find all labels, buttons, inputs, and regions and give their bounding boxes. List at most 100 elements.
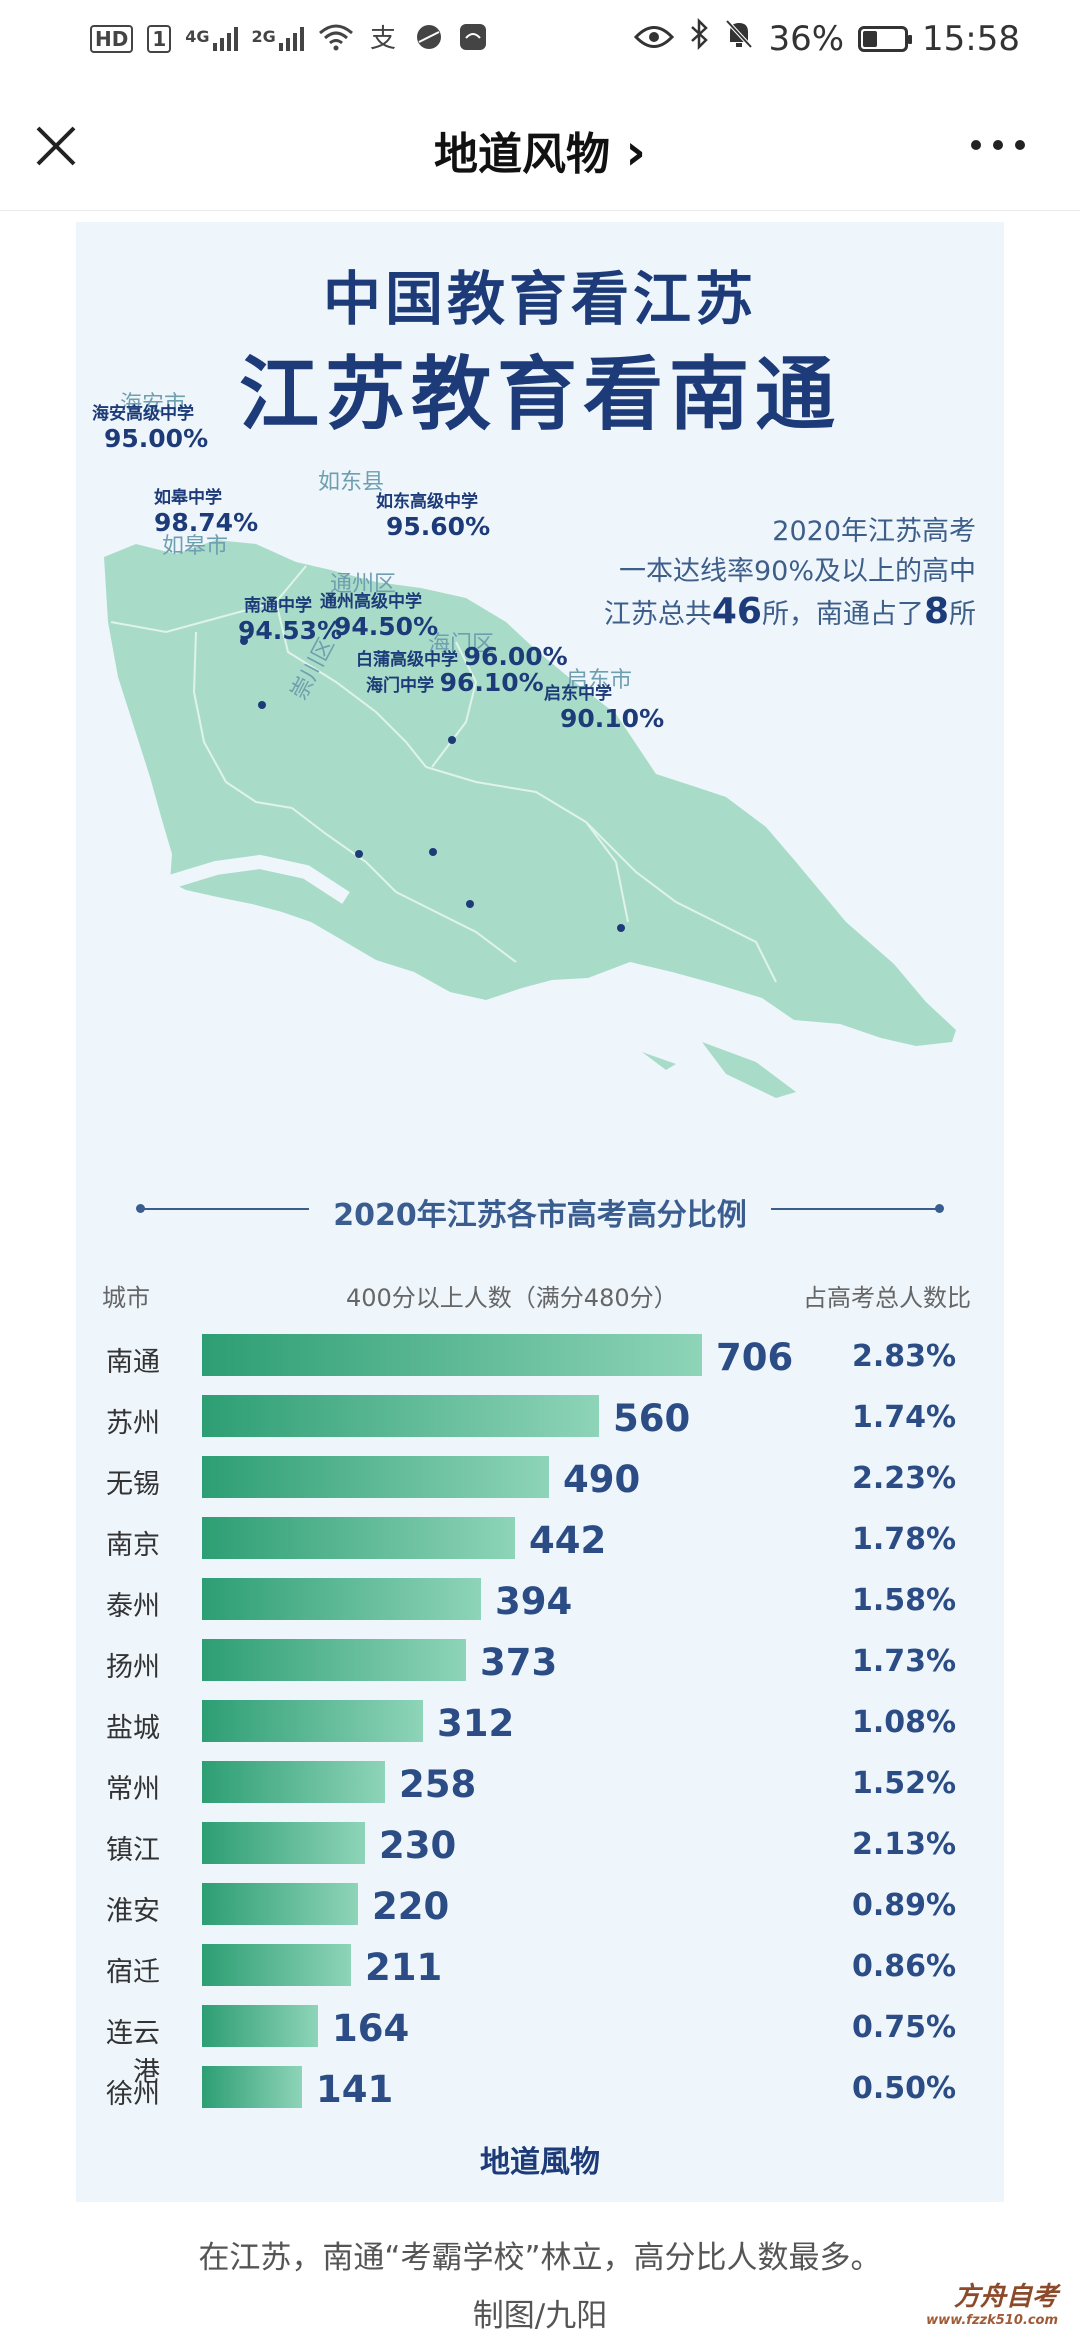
- signal-icon-2: 2G: [252, 27, 304, 51]
- district-label-haimen: 海门区: [428, 632, 495, 657]
- school-haimen: 海门中学 96.10%: [366, 668, 544, 698]
- bar: [202, 1517, 515, 1559]
- school-rate: 94.50%: [334, 612, 439, 642]
- hd-badge: HD: [90, 25, 134, 53]
- bar-row: 盐城 312 1.08%: [76, 1700, 1004, 1745]
- bar: [202, 1883, 358, 1925]
- bar-row: 连云港 164 0.75%: [76, 2005, 1004, 2088]
- alipay-icon: 支: [368, 22, 400, 56]
- bar-category-label: 常州: [106, 1774, 160, 1805]
- share-value-label: 0.89%: [852, 1888, 957, 1923]
- mute-bell-icon: [724, 18, 754, 59]
- huawei-icon: [458, 22, 488, 56]
- share-value-label: 2.83%: [852, 1339, 957, 1374]
- bar-row: 常州 258 1.52%: [76, 1761, 1004, 1806]
- school-tongzhou: 通州高级中学 94.50%: [320, 592, 438, 642]
- district-label-haian: 海安市: [120, 392, 187, 417]
- bluetooth-icon: [688, 17, 710, 59]
- bar: [202, 1639, 466, 1681]
- bar-category-label: 南通: [106, 1347, 160, 1378]
- bar-value-label: 442: [529, 1519, 607, 1562]
- share-value-label: 1.52%: [852, 1766, 957, 1801]
- share-value-label: 0.86%: [852, 1949, 957, 1984]
- school-nantong: 南通中学 94.53%: [238, 596, 342, 646]
- bar: [202, 1761, 385, 1803]
- bar-value-label: 312: [437, 1702, 515, 1745]
- divider-line: [144, 1208, 309, 1210]
- share-value-label: 1.74%: [852, 1400, 957, 1435]
- note-text-e: 所: [949, 599, 976, 630]
- note-line3: 江苏总共46所，南通占了8所: [604, 592, 976, 635]
- network-type-label: 4G: [185, 27, 210, 46]
- school-rate: 95.00%: [104, 424, 209, 454]
- bar-value-label: 164: [332, 2007, 410, 2050]
- clock: 15:58: [922, 18, 1020, 59]
- watermark-title: 方舟自考: [953, 2282, 1058, 2312]
- sim-badge: 1: [147, 25, 172, 53]
- school-rate: 95.60%: [386, 512, 491, 542]
- bar-category-label: 宿迁: [106, 1957, 160, 1988]
- battery-fill: [863, 30, 878, 47]
- column-header-count: 400分以上人数（满分480分）: [346, 1284, 678, 1312]
- bar-row: 泰州 394 1.58%: [76, 1578, 1004, 1623]
- share-value-label: 1.08%: [852, 1705, 957, 1740]
- map-land: [104, 540, 956, 1046]
- school-name: 海门中学: [366, 676, 434, 696]
- close-icon[interactable]: [30, 120, 82, 172]
- bar-value-label: 373: [480, 1641, 558, 1684]
- bar-category-label: 镇江: [106, 1835, 160, 1866]
- divider-dot: [136, 1204, 145, 1213]
- bar: [202, 1334, 702, 1376]
- bar-row: 无锡 490 2.23%: [76, 1456, 1004, 1501]
- watermark-url: www.fzzk510.com: [926, 2313, 1058, 2328]
- article-image[interactable]: 中国教育看江苏 江苏教育看南通 2020年江苏高考 一本达线率90%及以上的高中…: [76, 222, 1004, 2202]
- bar-value-label: 211: [365, 1946, 443, 1989]
- share-value-label: 1.73%: [852, 1644, 957, 1679]
- column-header-city: 城市: [102, 1284, 150, 1312]
- bar-value-label: 230: [379, 1824, 457, 1867]
- bar-row: 徐州 141 0.50%: [76, 2066, 1004, 2111]
- note-line2: 一本达线率90%及以上的高中: [618, 556, 976, 587]
- image-credit: 制图/九阳: [472, 2298, 608, 2334]
- poster-note: 2020年江苏高考 一本达线率90%及以上的高中 江苏总共46所，南通占了8所: [604, 512, 976, 635]
- bar: [202, 1822, 365, 1864]
- bar: [202, 1456, 549, 1498]
- chart-section-header: 2020年江苏各市高考高分比例: [76, 1184, 1004, 1234]
- status-left: HD 1 4G 2G 支: [90, 22, 488, 56]
- school-rate: 90.10%: [560, 704, 665, 734]
- nav-bar: 地道风物 ›: [0, 80, 1080, 211]
- divider-dot: [935, 1204, 944, 1213]
- bar-row: 镇江 230 2.13%: [76, 1822, 1004, 1867]
- school-name: 白蒲高级中学: [356, 650, 458, 670]
- browser-icon: [414, 22, 444, 56]
- bar-category-label: 淮安: [106, 1896, 160, 1927]
- bar-value-label: 706: [716, 1336, 794, 1379]
- account-name: 地道风物: [434, 129, 611, 180]
- bar-value-label: 560: [613, 1397, 691, 1440]
- more-icon[interactable]: [971, 140, 1025, 150]
- share-value-label: 2.13%: [852, 1827, 957, 1862]
- note-text-a: 江苏总共: [603, 599, 712, 630]
- share-value-label: 0.50%: [852, 2071, 957, 2106]
- school-rate: 96.00%: [463, 642, 568, 671]
- district-borders: [110, 565, 777, 983]
- school-haian: 海安高级中学 95.00%: [92, 404, 208, 454]
- bar-row: 苏州 560 1.74%: [76, 1395, 1004, 1440]
- bar-value-label: 220: [372, 1885, 450, 1928]
- chevron-right-icon: ›: [625, 123, 646, 181]
- school-name: 如皋中学: [154, 488, 222, 508]
- signal-icon: 4G: [185, 27, 238, 51]
- bar-category-label: 连云港: [106, 2018, 160, 2088]
- school-rate: 94.53%: [238, 616, 343, 646]
- note-line1: 2020年江苏高考: [772, 516, 976, 547]
- school-rudong: 如东高级中学 95.60%: [376, 492, 490, 542]
- wifi-icon: [318, 23, 354, 55]
- account-title[interactable]: 地道风物 ›: [0, 118, 1080, 182]
- school-name: 启东中学: [544, 684, 612, 704]
- island-2: [642, 1052, 676, 1070]
- bar-row: 扬州 373 1.73%: [76, 1639, 1004, 1684]
- bar-value-label: 490: [563, 1458, 641, 1501]
- district-label-tongzhou: 通州区: [330, 572, 397, 597]
- bar-row: 南京 442 1.78%: [76, 1517, 1004, 1562]
- eye-icon: [634, 19, 675, 59]
